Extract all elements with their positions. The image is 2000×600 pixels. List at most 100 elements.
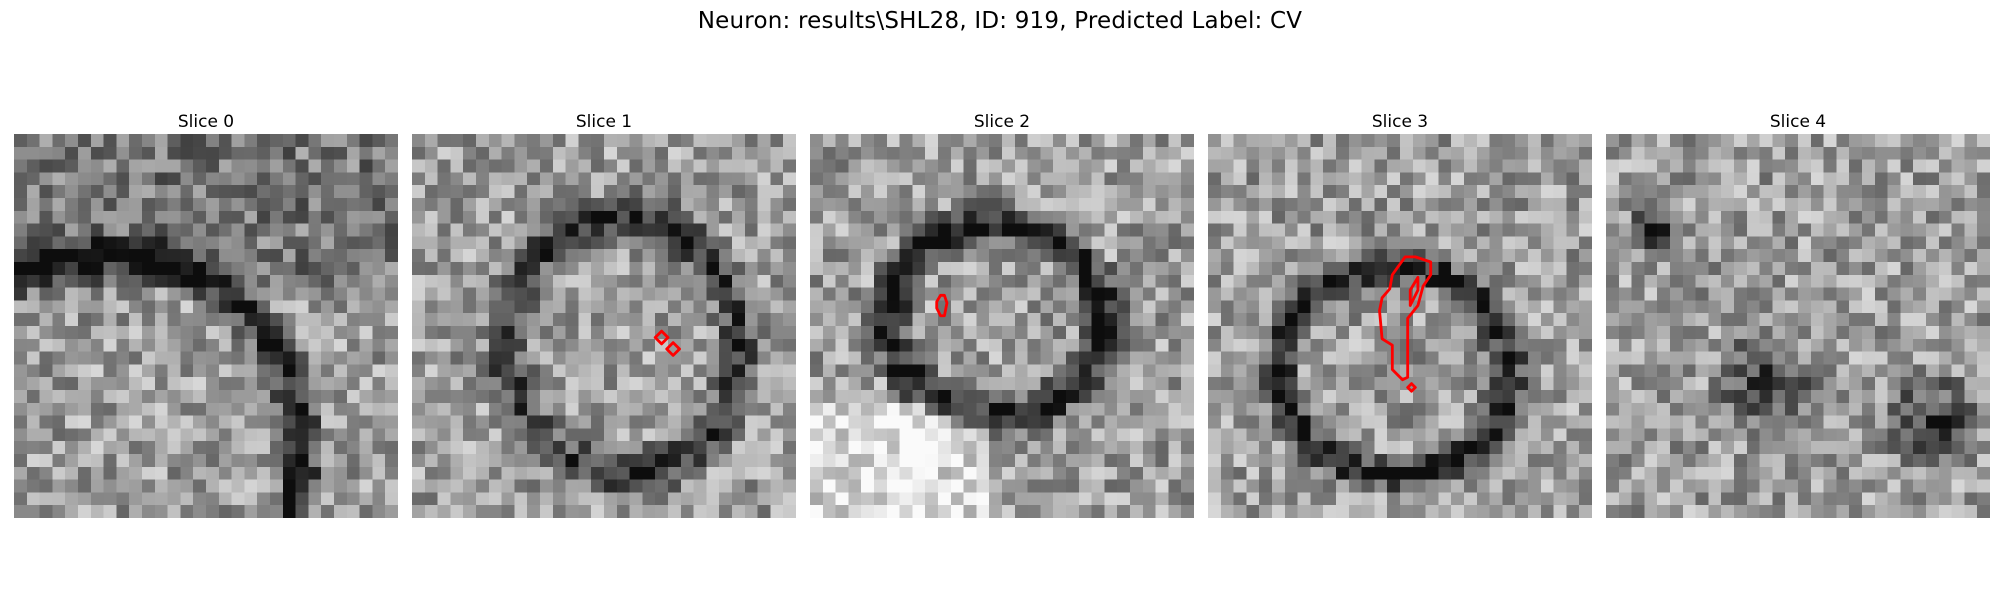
pixel — [372, 198, 386, 212]
pixel — [1631, 159, 1645, 173]
pixel — [1284, 249, 1298, 263]
pixel — [1540, 262, 1554, 276]
pixel — [218, 377, 232, 391]
pixel — [1002, 505, 1016, 518]
pixel — [1553, 287, 1567, 301]
pixel — [501, 262, 515, 276]
pixel — [1053, 338, 1067, 352]
pixel — [1040, 402, 1054, 416]
pixel — [501, 338, 515, 352]
pixel — [770, 146, 784, 160]
pixel — [116, 236, 130, 250]
pixel — [65, 300, 79, 314]
pixel — [1336, 223, 1350, 237]
pixel — [412, 185, 426, 199]
pixel — [1142, 262, 1156, 276]
pixel — [52, 402, 66, 416]
pixel — [103, 274, 117, 288]
pixel — [142, 364, 156, 378]
pixel — [744, 479, 758, 493]
pixel — [39, 505, 53, 518]
pixel — [1708, 326, 1722, 340]
pixel — [385, 351, 398, 365]
pixel — [1515, 390, 1529, 404]
pixel — [886, 390, 900, 404]
contour-oval — [935, 293, 949, 318]
pixel — [1246, 198, 1260, 212]
pixel — [1657, 223, 1671, 237]
pixel — [180, 390, 194, 404]
pixel — [90, 210, 104, 224]
pixel — [476, 454, 490, 468]
pixel — [1259, 441, 1273, 455]
pixel — [1208, 390, 1222, 404]
pixel — [52, 351, 66, 365]
pixel — [90, 454, 104, 468]
pixel — [1451, 338, 1465, 352]
pixel — [180, 198, 194, 212]
pixel — [1297, 428, 1311, 442]
pixel — [861, 454, 875, 468]
pixel — [1810, 454, 1824, 468]
pixel — [719, 415, 733, 429]
pixel — [1977, 505, 1990, 518]
pixel — [1387, 351, 1401, 365]
pixel — [693, 146, 707, 160]
pixel — [1913, 454, 1927, 468]
pixel — [1091, 454, 1105, 468]
pixel — [193, 454, 207, 468]
pixel — [938, 364, 952, 378]
pixel — [1785, 454, 1799, 468]
pixel — [1412, 441, 1426, 455]
pixel — [1682, 390, 1696, 404]
pixel — [1874, 198, 1888, 212]
pixel — [167, 249, 181, 263]
pixel — [874, 274, 888, 288]
pixel — [1528, 159, 1542, 173]
pixel — [1964, 479, 1978, 493]
pixel — [231, 454, 245, 468]
pixel — [732, 274, 746, 288]
pixel — [1926, 198, 1940, 212]
pixel — [1759, 172, 1773, 186]
pixel — [680, 454, 694, 468]
pixel — [1540, 466, 1554, 480]
pixel — [693, 492, 707, 506]
pixel — [1746, 172, 1760, 186]
pixel — [1155, 249, 1169, 263]
pixel — [142, 338, 156, 352]
pixel — [1862, 364, 1876, 378]
pixel — [1951, 454, 1965, 468]
pixel — [346, 172, 360, 186]
pixel — [1181, 428, 1194, 442]
pixel — [1272, 287, 1286, 301]
pixel — [1476, 262, 1490, 276]
pixel — [103, 172, 117, 186]
pixel — [925, 274, 939, 288]
pixel — [578, 172, 592, 186]
pixel — [1091, 326, 1105, 340]
pixel — [1310, 249, 1324, 263]
pixel — [52, 454, 66, 468]
pixel — [346, 210, 360, 224]
pixel — [1566, 313, 1580, 327]
pixel — [321, 313, 335, 327]
pixel — [1874, 377, 1888, 391]
pixel — [231, 300, 245, 314]
pixel — [463, 262, 477, 276]
pixel — [925, 210, 939, 224]
pixel — [1670, 198, 1684, 212]
pixel — [39, 185, 53, 199]
pixel — [732, 338, 746, 352]
pixel — [604, 428, 618, 442]
pixel — [385, 223, 398, 237]
pixel — [154, 441, 168, 455]
pixel — [1451, 454, 1465, 468]
slice-image-0 — [14, 134, 398, 518]
pixel — [1284, 338, 1298, 352]
pixel — [1849, 172, 1863, 186]
pixel — [231, 159, 245, 173]
pixel — [552, 159, 566, 173]
pixel — [1849, 287, 1863, 301]
pixel — [912, 402, 926, 416]
